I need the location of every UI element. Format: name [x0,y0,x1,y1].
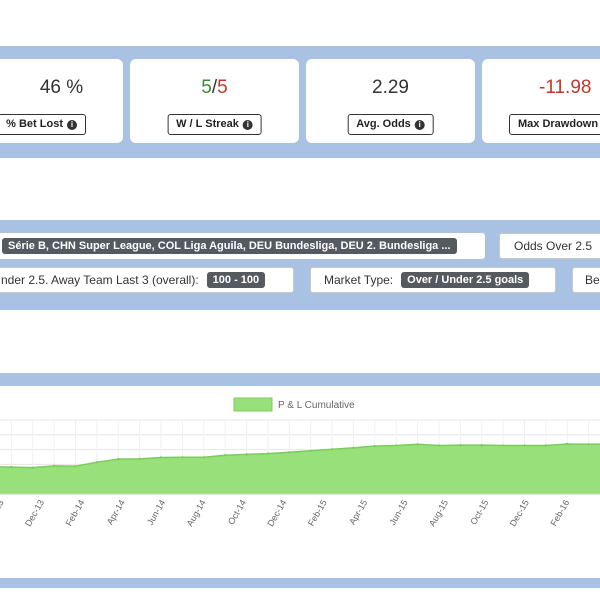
data-point [202,456,205,459]
data-point [245,453,248,456]
data-point [480,443,483,447]
info-icon: i [242,119,253,130]
data-point [266,452,270,455]
stat-value-max-drawdown: -11.98 [539,77,592,98]
x-tick-label: 13 [0,498,6,512]
data-point [395,444,398,447]
partial-filter[interactable]: Be [572,267,600,293]
data-point [459,443,462,447]
market-type-value: Over / Under 2.5 goals [401,272,530,288]
partial-filter-label: Be [585,273,600,287]
stat-card-max-drawdown: -11.98 Max Drawdown i [482,59,600,143]
data-point [52,464,56,468]
x-tick-label: Oct-14 [226,498,248,526]
x-tick-label: Aug-15 [427,498,450,528]
odds-filter[interactable]: Odds Over 2.5 [499,233,600,259]
legend-swatch [233,397,273,412]
win-streak-value: 5 [201,77,212,98]
leagues-filter[interactable]: Série B, CHN Super League, COL Liga Agui… [0,233,485,259]
data-point [309,449,312,452]
stat-label-text: Max Drawdown [518,118,599,130]
streak-separator: / [211,77,218,98]
data-point [223,454,227,457]
stat-label-text: Avg. Odds [356,118,411,130]
odds-filter-label: Odds Over 2.5 [514,239,593,253]
market-type-label: Market Type: [324,273,394,287]
x-tick-label: Apr-15 [347,498,369,526]
stat-label-bet-lost[interactable]: % Bet Lost i [0,114,86,135]
data-point [523,444,526,447]
x-tick-label: Dec-14 [265,498,288,528]
stat-value-bet-lost: 46 % [39,77,84,98]
info-icon: i [67,119,77,130]
chart-panel: P & L Cumulative 13 Dec-13 Feb-14 Apr-14 Jun-… [0,386,600,578]
data-point [288,451,291,454]
data-point [31,466,34,469]
data-point [117,457,120,461]
data-point [437,444,441,447]
x-tick-label: Jun-15 [387,498,409,527]
pl-line [0,443,600,469]
data-point [181,456,184,459]
pl-area [0,443,600,494]
x-tick-label: Feb-15 [306,498,329,528]
x-tick-label: Jun-14 [145,498,167,527]
away-team-filter[interactable]: nder 2.5. Away Team Last 3 (overall): 10… [0,267,294,293]
data-point [74,464,77,468]
stat-label-wl-streak[interactable]: W / L Streak i [167,114,262,135]
x-tick-label: Feb-14 [64,498,87,528]
data-point [352,446,355,450]
data-point [159,456,163,459]
legend-label: P & L Cumulative [278,400,355,411]
stat-card-avg-odds: 2.29 Avg. Odds i [306,59,475,143]
stat-label-max-drawdown[interactable]: Max Drawdown i [509,114,600,135]
x-tick-label: Dec-13 [23,498,46,528]
data-point [95,460,99,464]
data-point [330,448,334,451]
stat-value-wl-streak: 5/5 [130,77,299,99]
away-team-filter-label: nder 2.5. Away Team Last 3 (overall): [1,273,199,287]
stat-label-text: W / L Streak [176,118,239,130]
pl-cumulative-chart: P & L Cumulative 13 Dec-13 Feb-14 Apr-14 Jun-… [0,397,600,528]
data-point [544,444,548,447]
data-point [138,457,141,461]
loss-streak-value: 5 [217,77,228,98]
data-point [10,465,13,469]
data-point [416,443,419,446]
x-tick-label: Apr-14 [105,498,127,526]
x-tick-label: Oct-15 [468,498,490,526]
market-type-filter[interactable]: Market Type: Over / Under 2.5 goals [310,267,556,293]
stat-card-wl-streak: 5/5 W / L Streak i [130,59,299,143]
x-tick-label: Dec-15 [508,498,531,528]
x-tick-label: Feb-16 [548,498,571,528]
leagues-tag: Série B, CHN Super League, COL Liga Agui… [2,238,457,254]
info-icon: i [414,119,425,130]
data-point [373,444,377,448]
data-point [566,442,569,446]
stat-value-avg-odds: 2.29 [372,77,409,98]
stat-label-avg-odds[interactable]: Avg. Odds i [347,114,434,135]
away-team-filter-value: 100 - 100 [206,272,266,288]
data-point [587,443,590,446]
stat-card-bet-lost: 46 % % Bet Lost i [0,59,123,143]
x-tick-label: Aug-14 [185,498,208,528]
data-point [501,444,505,447]
stat-label-text: % Bet Lost [6,118,63,130]
